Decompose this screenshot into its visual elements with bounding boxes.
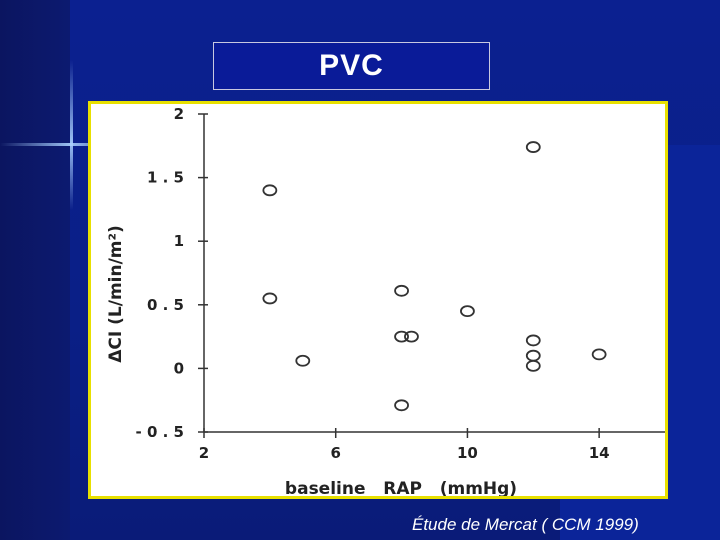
data-point [404,330,419,343]
chart-axes [203,114,665,433]
data-point [394,330,409,343]
footer-citation: Étude de Mercat ( CCM 1999) [412,515,639,534]
data-point [525,349,541,362]
y-tick-label: 2 [174,105,184,123]
slide-title: PVC [213,42,490,90]
data-point [591,348,607,361]
y-axis-title: ΔCI (L/min/m²) [106,225,126,362]
chart-points [262,141,607,412]
x-axis-title: baseline RAP (mmHg) [285,479,517,496]
data-point [295,354,311,367]
data-point [525,334,541,347]
scatter-chart: - 0 . 5 0 0 . 5 1 1 . 5 2 2 6 10 14 ΔCI (L/min/m²… [106,105,665,496]
background-left-strip [0,0,70,540]
data-point [460,305,475,318]
y-tick-label: 1 [174,232,184,250]
y-tick-label: - 0 . 5 [136,423,184,441]
data-point [525,141,541,153]
x-tick-label: 2 [199,444,209,462]
y-tick-label: 1 . 5 [147,169,184,187]
chart-frame: - 0 . 5 0 0 . 5 1 1 . 5 2 2 6 10 14 ΔCI (L/min/m²… [88,101,668,499]
data-point [394,399,409,412]
x-tick-label: 10 [457,444,478,462]
data-point [394,284,409,297]
x-tick-label: 14 [589,444,610,462]
y-tick-label: 0 . 5 [147,296,184,314]
x-tick-label: 6 [330,444,340,462]
y-tick-label: 0 [174,359,184,377]
data-point [525,359,541,372]
data-point [262,292,278,305]
chart-ticks: - 0 . 5 0 0 . 5 1 1 . 5 2 2 6 10 14 [136,105,610,462]
slide-title-text: PVC [319,49,384,82]
data-point [262,184,278,197]
light-flare-vertical [70,60,73,210]
